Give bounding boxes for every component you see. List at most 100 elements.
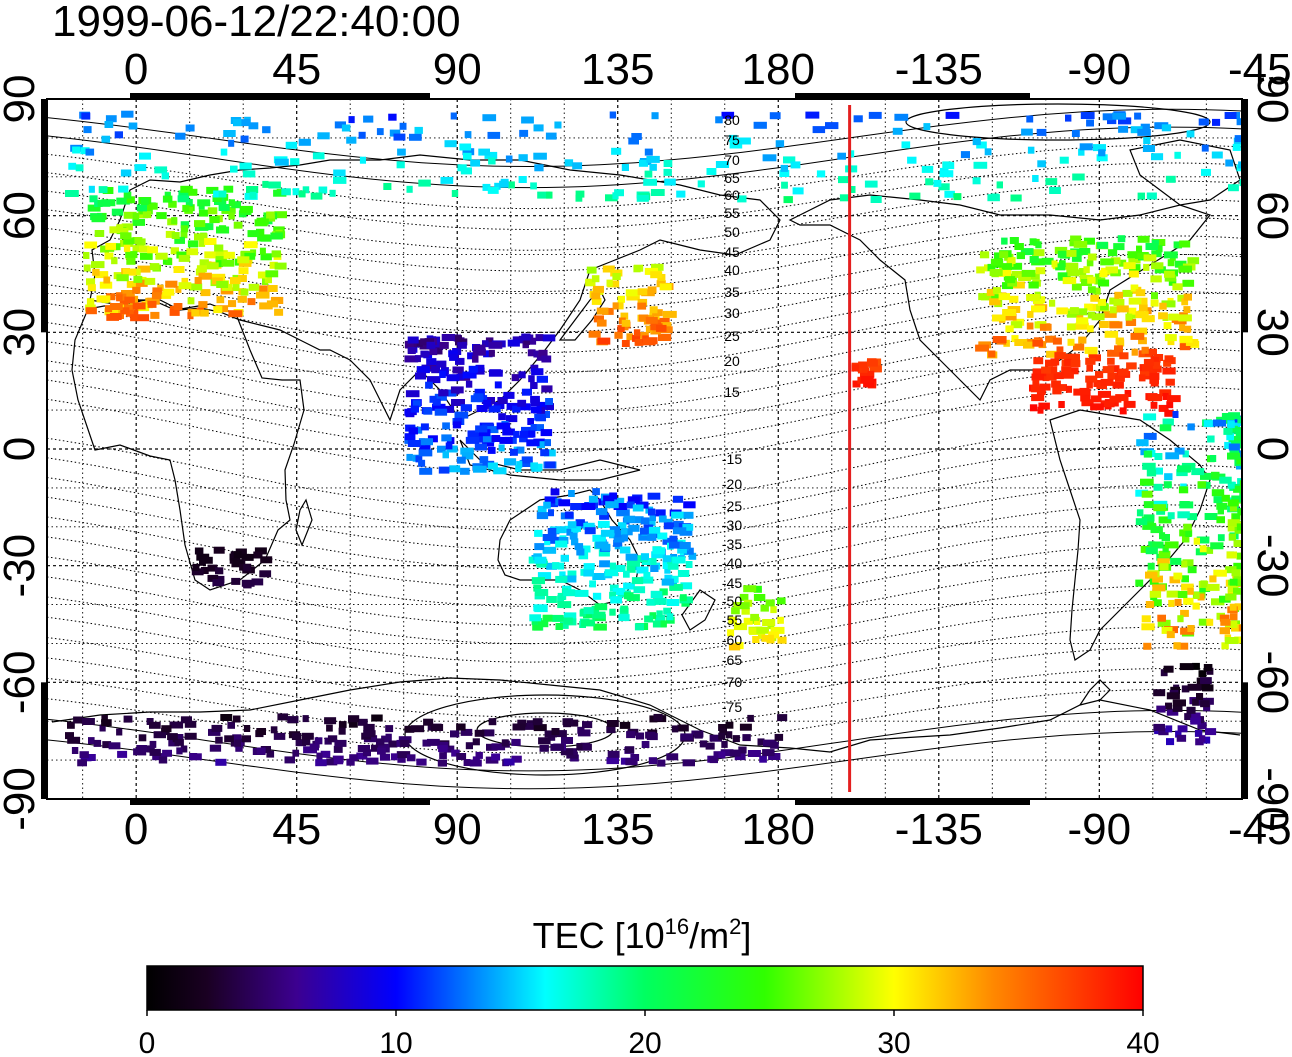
tec-point bbox=[1140, 368, 1150, 376]
tec-point bbox=[644, 148, 653, 156]
tec-point bbox=[752, 636, 760, 643]
tec-point bbox=[762, 154, 777, 162]
tec-point bbox=[1073, 343, 1085, 351]
tec-point bbox=[657, 317, 670, 325]
tec-point bbox=[709, 756, 718, 764]
tec-point bbox=[1229, 603, 1237, 611]
tec-point bbox=[180, 231, 188, 239]
tec-point bbox=[1141, 364, 1153, 372]
tec-point bbox=[649, 306, 658, 314]
tec-point bbox=[122, 268, 137, 276]
tec-point bbox=[549, 500, 558, 508]
tec-point bbox=[551, 728, 560, 735]
tec-point bbox=[933, 179, 942, 187]
tec-point bbox=[1070, 307, 1079, 315]
tec-point bbox=[324, 717, 337, 725]
tec-point bbox=[491, 743, 506, 751]
tec-point bbox=[1072, 173, 1085, 181]
tec-point bbox=[638, 533, 650, 541]
tec-point bbox=[1177, 725, 1188, 733]
tec-point bbox=[123, 715, 133, 723]
tec-point bbox=[1141, 315, 1155, 323]
tec-point bbox=[669, 541, 683, 549]
tec-point bbox=[1237, 478, 1242, 486]
tec-point bbox=[657, 759, 666, 767]
tec-point bbox=[1071, 283, 1082, 291]
tec-point bbox=[432, 398, 441, 406]
right-lat-tick-label: 60 bbox=[1248, 191, 1292, 240]
tec-point bbox=[1026, 115, 1034, 123]
tec-point bbox=[953, 193, 962, 201]
tec-point bbox=[1169, 576, 1181, 584]
tec-point bbox=[1186, 130, 1195, 138]
tec-point bbox=[581, 503, 596, 510]
tec-point bbox=[685, 561, 693, 568]
tec-point bbox=[1079, 248, 1091, 255]
tec-point bbox=[1137, 192, 1145, 200]
tec-point bbox=[624, 528, 633, 536]
tec-point bbox=[1118, 125, 1129, 133]
north-pole-contour bbox=[905, 103, 1211, 141]
tec-point bbox=[612, 587, 626, 595]
tec-point bbox=[721, 740, 728, 748]
tec-point bbox=[1071, 130, 1080, 137]
tec-point bbox=[729, 141, 743, 149]
tec-point bbox=[1149, 372, 1160, 380]
tec-point bbox=[429, 395, 437, 403]
tec-point bbox=[482, 340, 489, 348]
tec-point bbox=[566, 528, 573, 536]
tec-point bbox=[290, 158, 300, 166]
tec-point bbox=[482, 114, 497, 122]
tec-point bbox=[623, 515, 636, 523]
tec-point bbox=[488, 718, 497, 726]
tec-point bbox=[1031, 305, 1045, 313]
tec-point bbox=[404, 725, 415, 733]
tec-point bbox=[1211, 598, 1225, 606]
tec-point bbox=[992, 336, 1007, 343]
tec-point bbox=[1143, 254, 1157, 262]
tec-point bbox=[407, 336, 419, 344]
tec-point bbox=[1005, 325, 1014, 333]
tec-point bbox=[1216, 502, 1228, 510]
tec-point bbox=[596, 307, 609, 315]
tec-point bbox=[993, 287, 1001, 295]
tec-point bbox=[320, 750, 331, 758]
tec-point bbox=[213, 546, 225, 554]
tec-point bbox=[1233, 587, 1242, 595]
tec-point bbox=[463, 759, 471, 766]
tec-point bbox=[116, 224, 124, 232]
tec-point bbox=[555, 526, 566, 534]
tec-point bbox=[643, 338, 656, 346]
tec-point bbox=[705, 742, 715, 750]
tec-point bbox=[532, 718, 543, 726]
bottom-lon-tick-label: 45 bbox=[272, 805, 321, 854]
tec-point bbox=[659, 588, 668, 596]
tec-point bbox=[189, 753, 202, 761]
tec-point bbox=[338, 727, 346, 735]
coastline-madagascar bbox=[295, 498, 313, 547]
tec-point bbox=[737, 137, 751, 145]
top-lon-tick-label: 45 bbox=[272, 45, 321, 94]
tec-point bbox=[1192, 662, 1200, 670]
tec-point bbox=[414, 355, 421, 363]
tec-point bbox=[578, 552, 589, 560]
tec-point bbox=[1205, 583, 1220, 591]
tec-point bbox=[1237, 508, 1242, 516]
tec-point bbox=[857, 366, 865, 374]
tec-point bbox=[310, 192, 323, 200]
tec-point bbox=[82, 718, 95, 725]
bottom-lon-tick-label: -135 bbox=[895, 805, 983, 854]
tec-point bbox=[232, 734, 242, 742]
tec-point bbox=[1201, 144, 1209, 152]
tec-point bbox=[998, 293, 1011, 301]
tec-point bbox=[1059, 156, 1069, 164]
tec-point bbox=[135, 279, 148, 287]
tec-point bbox=[105, 305, 113, 313]
tec-point bbox=[178, 282, 192, 290]
tec-point bbox=[1131, 348, 1138, 356]
tec-point bbox=[116, 274, 129, 282]
tec-point bbox=[254, 219, 268, 227]
tec-point bbox=[677, 570, 690, 577]
tec-point bbox=[677, 724, 689, 732]
right-lat-tick-label: -90 bbox=[1248, 767, 1292, 831]
